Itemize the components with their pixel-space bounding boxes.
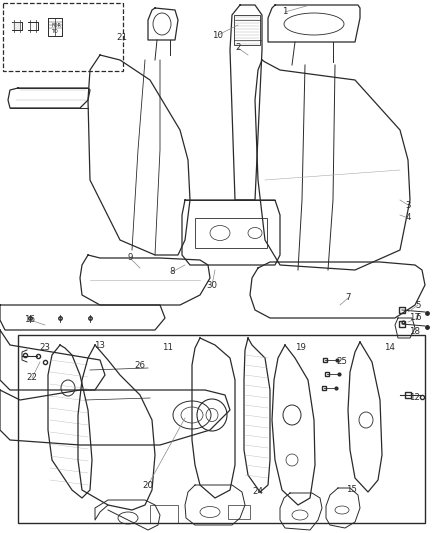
Text: 20: 20 (142, 481, 153, 489)
Text: 13: 13 (95, 341, 106, 350)
Text: 21: 21 (117, 34, 127, 43)
Text: 5: 5 (415, 301, 421, 310)
Bar (150, 505, 178, 523)
Bar (234, 15, 260, 45)
Text: 23: 23 (39, 343, 50, 352)
Text: 3: 3 (405, 200, 411, 209)
Text: 6: 6 (415, 313, 421, 322)
Text: 7: 7 (345, 294, 351, 303)
Bar (228, 505, 250, 519)
Text: 10: 10 (212, 30, 223, 39)
Text: 2: 2 (235, 44, 241, 52)
Text: 4: 4 (405, 214, 411, 222)
Bar (3, 3, 123, 71)
Text: 26: 26 (134, 360, 145, 369)
Bar (195, 218, 267, 248)
Text: 16: 16 (25, 316, 35, 325)
Text: 24: 24 (252, 488, 264, 497)
Text: 8: 8 (169, 268, 175, 277)
Text: 30: 30 (206, 280, 218, 289)
Text: 1: 1 (282, 7, 288, 17)
Text: 11: 11 (162, 343, 173, 352)
Text: 19: 19 (295, 343, 305, 352)
Bar (18, 335, 425, 523)
Text: 22: 22 (27, 374, 38, 383)
Text: 12: 12 (410, 393, 420, 402)
Text: 15: 15 (346, 486, 357, 495)
Text: 17: 17 (410, 313, 420, 322)
Text: 9: 9 (127, 254, 133, 262)
Text: 14: 14 (385, 343, 396, 352)
Text: FOR
TO: FOR TO (51, 23, 61, 34)
Text: 25: 25 (336, 358, 347, 367)
Text: 18: 18 (410, 327, 420, 336)
